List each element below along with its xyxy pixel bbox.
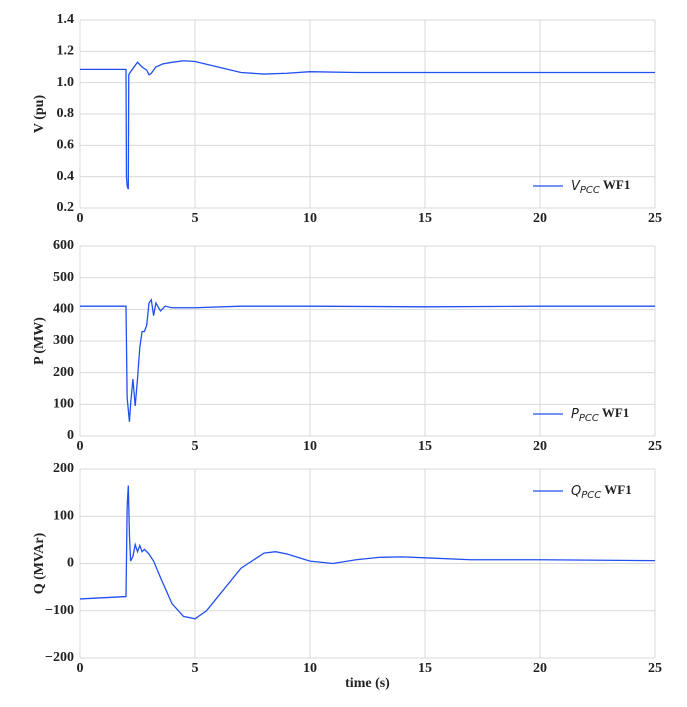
y-tick-label: 600 [53,238,74,253]
x-tick-label: 5 [192,211,199,226]
x-tick-label: 15 [418,661,432,676]
y-tick-label: 100 [53,397,74,412]
data-line [80,298,655,422]
y-tick-label: 0.6 [57,138,75,153]
x-tick-label: 20 [533,661,547,676]
y-tick-label: 1.0 [57,75,75,90]
y-tick-label: −200 [45,650,74,665]
y-tick-label: 0 [67,556,74,571]
x-tick-label: 0 [77,661,84,676]
y-axis-label: V (pu) [32,95,47,134]
x-tick-label: 10 [303,211,317,226]
x-tick-label: 15 [418,439,432,454]
x-tick-label: 25 [648,439,662,454]
data-line [79,485,656,620]
y-tick-label: 400 [53,302,74,317]
y-axis-label: Q (MVAr) [32,532,47,594]
y-tick-label: 0.4 [57,169,75,184]
y-axis-label: P (MW) [32,317,47,365]
legend-label: VPCC WF1 [571,177,630,196]
x-tick-label: 5 [192,439,199,454]
y-tick-label: 1.4 [57,12,75,27]
x-tick-label: 10 [303,439,317,454]
y-tick-label: 100 [53,508,74,523]
x-axis-label: time (s) [345,676,390,691]
y-tick-label: 200 [53,461,74,476]
y-tick-label: 200 [53,365,74,380]
y-tick-label: −100 [45,603,74,618]
x-tick-label: 25 [648,661,662,676]
y-tick-label: 500 [53,270,74,285]
x-tick-label: 25 [648,211,662,226]
x-tick-label: 20 [533,439,547,454]
x-tick-label: 10 [303,661,317,676]
y-tick-label: 0.8 [57,106,75,121]
x-tick-label: 5 [192,661,199,676]
legend-label: QPCC WF1 [571,482,632,501]
data-line [80,60,655,190]
y-tick-label: 1.2 [57,44,75,59]
x-tick-label: 15 [418,211,432,226]
y-tick-label: 0.2 [57,200,75,215]
x-tick-label: 20 [533,211,547,226]
x-tick-label: 0 [77,439,84,454]
legend-label: PPCC WF1 [571,405,629,424]
x-tick-label: 0 [77,211,84,226]
y-tick-label: 300 [53,333,74,348]
y-tick-label: 0 [67,428,74,443]
